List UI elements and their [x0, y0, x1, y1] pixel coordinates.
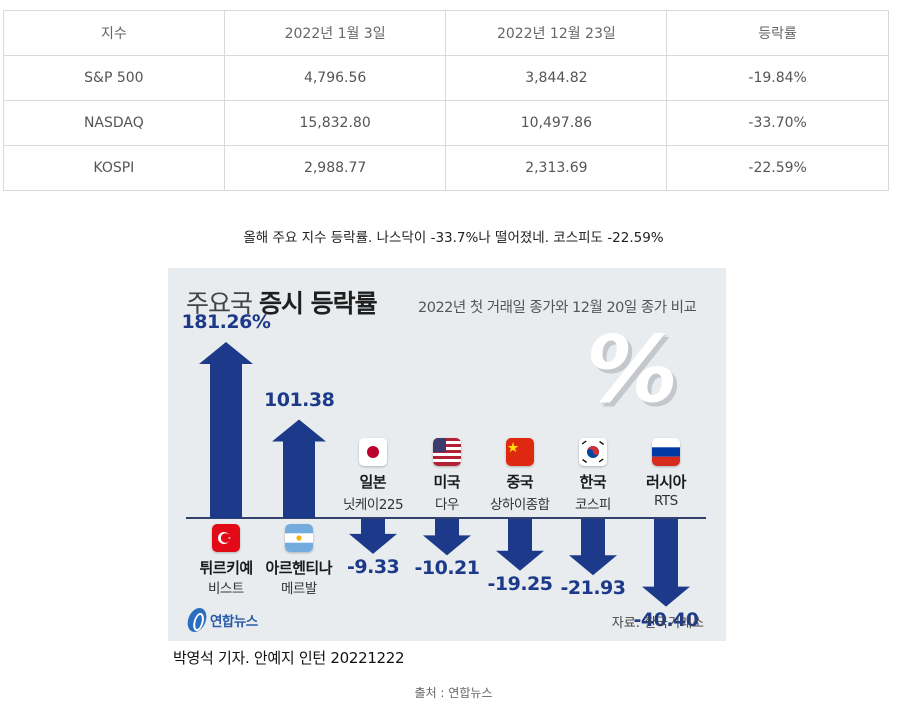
argentina-flag	[285, 524, 313, 552]
image-caption: 올해 주요 지수 등락률. 나스닥이 -33.7%나 떨어졌네. 코스피도 -2…	[243, 230, 664, 246]
data-source: 자료: 한국거래소	[611, 616, 704, 631]
cell-end: 2,313.69	[445, 145, 668, 191]
source-footer: 출처 : 연합뉴스	[414, 686, 493, 700]
korea-flag	[579, 438, 607, 466]
value-label: -21.93	[560, 577, 626, 600]
bar-arrow-down	[569, 519, 617, 576]
zero-axis-line	[186, 517, 706, 519]
index-name-label: 메르발	[281, 581, 317, 597]
table-header-row: 지수 2022년 1월 3일 2022년 12월 23일 등락률	[3, 10, 889, 56]
cell-index: NASDAQ	[3, 100, 225, 146]
logo-text: 연합뉴스	[210, 614, 258, 630]
country-label: 아르헨티나	[265, 559, 333, 577]
country-label: 일본	[359, 473, 387, 491]
cell-index: S&P 500	[3, 55, 225, 101]
value-label: 181.26%	[181, 311, 271, 333]
chart-marks	[199, 342, 690, 607]
bar-arrow-down	[496, 519, 544, 571]
index-name-label: 다우	[435, 497, 459, 513]
bar-arrow-down	[349, 519, 397, 554]
cell-index: KOSPI	[3, 145, 225, 191]
japan-flag	[359, 438, 387, 466]
title-light: 주요국	[186, 289, 253, 318]
cell-end: 10,497.86	[445, 100, 668, 146]
index-name-label: 코스피	[575, 497, 611, 513]
infographic-subtitle: 2022년 첫 거래일 종가와 12월 20일 종가 비교	[418, 300, 697, 316]
percent-symbol-icon: %	[586, 316, 679, 423]
header-end-date: 2022년 12월 23일	[445, 10, 668, 56]
cell-start: 4,796.56	[223, 55, 447, 101]
cell-start: 15,832.80	[223, 100, 447, 146]
china-flag	[506, 438, 534, 466]
table-row: KOSPI 2,988.77 2,313.69 -22.59%	[3, 145, 889, 191]
index-name-label: 닛케이225	[343, 497, 404, 513]
value-label: -10.21	[414, 557, 480, 580]
header-start-date: 2022년 1월 3일	[223, 10, 447, 56]
value-label: -9.33	[347, 555, 400, 578]
title-bold: 증시 등락률	[258, 289, 378, 318]
yonhap-logo-icon	[185, 608, 209, 632]
index-name-label: 상하이종합	[490, 497, 550, 513]
table-row: S&P 500 4,796.56 3,844.82 -19.84%	[3, 55, 889, 101]
cell-change: -33.70%	[666, 100, 889, 146]
country-label: 튀르키예	[199, 559, 254, 577]
bar-arrow-down	[423, 519, 471, 556]
cell-start: 2,988.77	[223, 145, 447, 191]
value-label: 101.38	[264, 388, 335, 411]
bar-arrow-up	[272, 419, 326, 518]
russia-flag	[652, 438, 680, 466]
cell-change: -22.59%	[666, 145, 889, 191]
image-credit: 박영석 기자. 안예지 인턴 20221222	[173, 649, 405, 667]
country-label: 러시아	[646, 473, 686, 491]
header-change: 등락률	[666, 10, 889, 56]
value-label: -19.25	[487, 572, 553, 595]
header-index: 지수	[3, 10, 225, 56]
country-label: 중국	[506, 473, 534, 491]
cell-change: -19.84%	[666, 55, 889, 101]
index-name-label: RTS	[654, 493, 678, 509]
usa-flag	[433, 438, 461, 466]
turkey-flag	[212, 524, 240, 552]
yonhap-logo: 연합뉴스	[185, 608, 258, 632]
index-name-label: 비스트	[208, 581, 244, 597]
table-row: NASDAQ 15,832.80 10,497.86 -33.70%	[3, 100, 889, 146]
bar-arrow-down	[642, 519, 690, 607]
country-label: 미국	[433, 473, 461, 491]
infographic-title: 주요국 증시 등락률	[186, 284, 378, 320]
country-label: 한국	[579, 473, 607, 491]
cell-end: 3,844.82	[445, 55, 668, 101]
index-table: 지수 2022년 1월 3일 2022년 12월 23일 등락률 S&P 500…	[3, 10, 889, 191]
stock-change-infographic: 주요국 증시 등락률 2022년 첫 거래일 종가와 12월 20일 종가 비교…	[168, 268, 726, 641]
bar-arrow-up	[199, 342, 253, 518]
value-label: -40.40	[633, 608, 699, 631]
